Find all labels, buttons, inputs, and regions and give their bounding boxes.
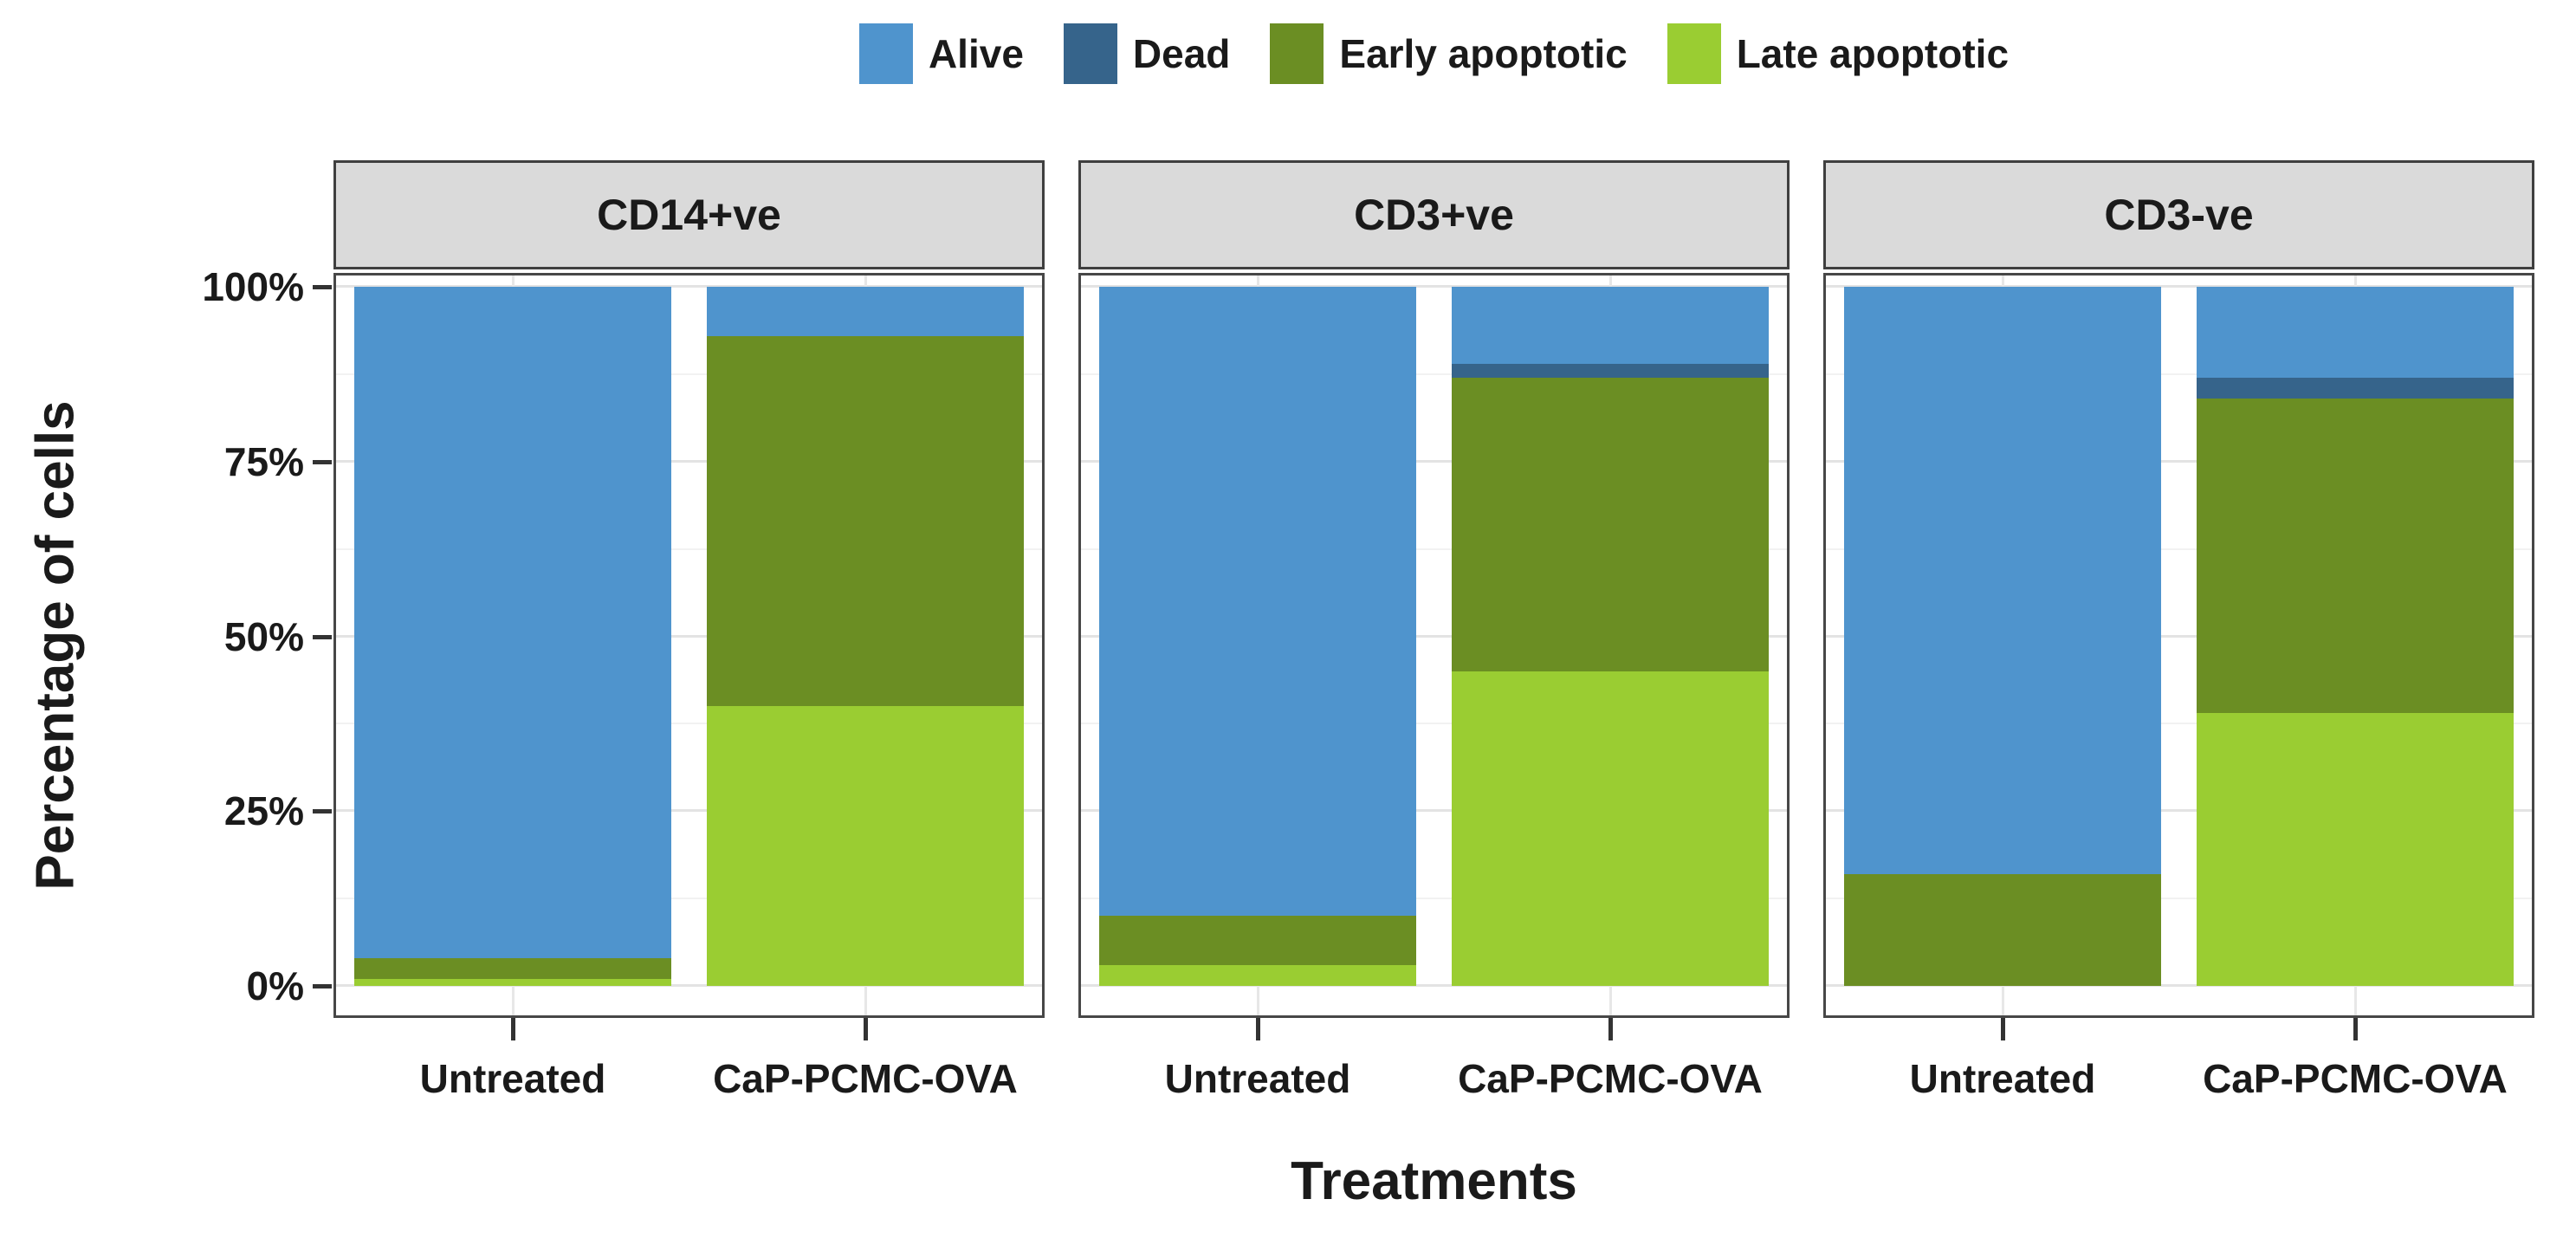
bar-cd14-ve-untreated-early-apoptotic [354,957,671,979]
legend-item-dead: Dead [1063,23,1231,84]
facet-cd3-ve: CD3-ve [1823,160,2534,1018]
x-tick-label-cd14-ve-untreated: Untreated [419,1056,606,1101]
bar-cd3-ve-untreated-alive [1844,287,2161,874]
x-tick-cd3-ve-untreated [2001,1018,2005,1040]
gridline-minor-62.5 [1826,548,2532,550]
facet-panel-cd3-ve [1823,273,2534,1018]
x-axis-title: Treatments [1291,1151,1577,1211]
y-tick-label-75: 75% [223,438,304,484]
y-tick-75 [313,459,332,464]
bar-cd3-ve-cap-pcmc-ova-alive [1452,287,1769,364]
gridline-minor-62.5 [336,548,1042,550]
legend-label-late-apoptotic: Late apoptotic [1736,31,2010,76]
gridline-minor-12.5 [336,898,1042,900]
x-tick-cd3-ve-untreated [1256,1018,1260,1040]
x-tick-cd3-ve-cap-pcmc-ova [2353,1018,2358,1040]
gridline-major-50 [1826,634,2532,638]
y-tick-0 [313,984,332,988]
bar-cd3-ve-cap-pcmc-ova-late-apoptotic [2197,713,2514,986]
facet-strip-cd3-ve: CD3-ve [1823,160,2534,269]
x-tick-cd14-ve-untreated [511,1018,515,1040]
gridline-minor-37.5 [1826,723,2532,725]
bar-cd14-ve-cap-pcmc-ova-alive [707,287,1024,336]
legend-item-late-apoptotic: Late apoptotic [1667,23,2009,84]
facet-strip-cd3-ve: CD3+ve [1078,160,1790,269]
y-tick-label-0: 0% [246,963,304,1008]
bar-cd3-ve-cap-pcmc-ova-alive [2197,287,2514,378]
gridline-major-50 [336,634,1042,638]
facet-panel-cd14-ve [333,273,1045,1018]
legend-label-alive: Alive [928,31,1024,76]
legend-swatch-late-apoptotic-icon [1667,23,1721,84]
gridline-minor-62.5 [1081,548,1787,550]
gridline-major-25 [336,809,1042,813]
y-tick-100 [313,285,332,289]
facet-strip-cd14-ve: CD14+ve [333,160,1045,269]
facet-cd14-ve: CD14+ve [333,160,1045,1018]
bar-cd14-ve-untreated-alive [354,287,671,958]
legend-label-dead: Dead [1132,31,1231,76]
x-tick-label-cd3-ve-untreated: Untreated [1909,1056,2096,1101]
bar-cd3-ve-untreated-early-apoptotic [1099,916,1416,965]
plot-area: CD14+ve CD3+ve CD3-ve [333,160,2534,1018]
bar-cd14-ve-cap-pcmc-ova-late-apoptotic [707,706,1024,986]
gridline-major-50 [1081,634,1787,638]
gridline-major-100 [336,285,1042,288]
legend-item-alive: Alive [858,23,1024,84]
legend-label-early-apoptotic: Early apoptotic [1339,31,1628,76]
gridline-minor-37.5 [336,723,1042,725]
bar-cd3-ve-cap-pcmc-ova-dead [2197,377,2514,399]
gridline-major-100 [1081,285,1787,288]
x-tick-label-cd14-ve-cap-pcmc-ova: CaP-PCMC-OVA [713,1056,1018,1101]
gridline-minor-87.5 [1826,373,2532,375]
y-tick-label-50: 50% [223,613,304,659]
gridline-major-0 [1081,984,1787,987]
gridline-minor-37.5 [1081,723,1787,725]
legend-item-early-apoptotic: Early apoptotic [1270,23,1628,84]
legend: Alive Dead Early apoptotic Late apoptotic [333,19,2534,88]
x-tick-label-cd3-ve-cap-pcmc-ova: CaP-PCMC-OVA [1458,1056,1763,1101]
gridline-major-100 [1826,285,2532,288]
gridline-major-75 [336,459,1042,463]
x-tick-cd3-ve-cap-pcmc-ova [1608,1018,1613,1040]
y-tick-label-100: 100% [202,264,304,309]
gridline-minor-87.5 [1081,373,1787,375]
bar-cd14-ve-untreated-late-apoptotic [354,978,671,986]
gridline-major-75 [1081,459,1787,463]
legend-swatch-early-apoptotic-icon [1270,23,1324,84]
y-tick-50 [313,634,332,639]
x-tick-label-cd3-ve-cap-pcmc-ova: CaP-PCMC-OVA [2203,1056,2508,1101]
bar-cd3-ve-untreated-alive [1099,287,1416,917]
bar-cd3-ve-cap-pcmc-ova-late-apoptotic [1452,671,1769,986]
facet-cd3-ve: CD3+ve [1078,160,1790,1018]
gridline-major-25 [1081,809,1787,813]
bar-cd3-ve-untreated-late-apoptotic [1099,964,1416,986]
y-tick-label-25: 25% [223,788,304,834]
y-axis-title: Percentage of cells [25,400,86,891]
bar-cd3-ve-cap-pcmc-ova-early-apoptotic [1452,377,1769,671]
gridline-minor-87.5 [336,373,1042,375]
bar-cd14-ve-cap-pcmc-ova-early-apoptotic [707,335,1024,707]
legend-swatch-dead-icon [1063,23,1117,84]
bar-cd3-ve-cap-pcmc-ova-dead [1452,363,1769,378]
legend-swatch-alive-icon [858,23,913,84]
y-tick-25 [313,809,332,814]
gridline-major-25 [1826,809,2532,813]
gridline-minor-12.5 [1826,898,2532,900]
bar-cd3-ve-untreated-early-apoptotic [1844,873,2161,986]
gridline-major-0 [1826,984,2532,987]
gridline-major-0 [336,984,1042,987]
gridline-minor-12.5 [1081,898,1787,900]
x-tick-cd14-ve-cap-pcmc-ova [864,1018,868,1040]
facet-panel-cd3-ve [1078,273,1790,1018]
bar-cd3-ve-cap-pcmc-ova-early-apoptotic [2197,399,2514,714]
gridline-major-75 [1826,459,2532,463]
x-tick-label-cd3-ve-untreated: Untreated [1164,1056,1351,1101]
